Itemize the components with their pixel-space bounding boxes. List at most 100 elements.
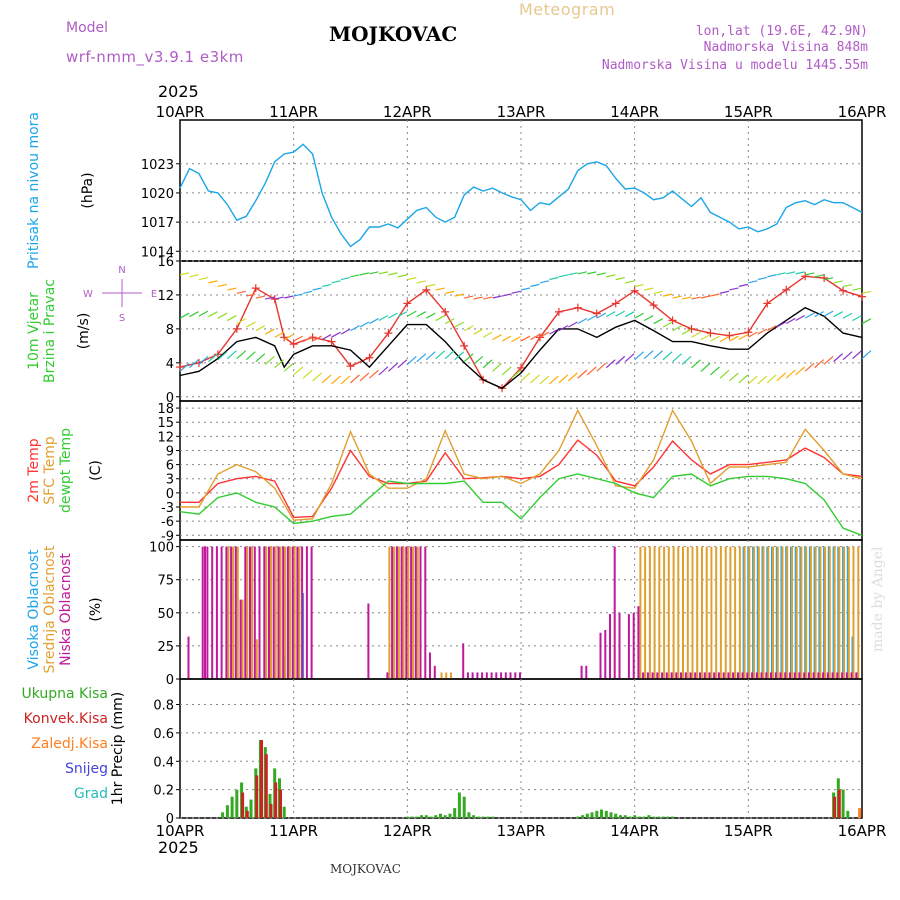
wind-barb [861, 350, 872, 360]
bar-cloud_low [841, 672, 844, 679]
wind-barb [587, 314, 597, 322]
wind-barb [293, 293, 303, 297]
bar-cloud_low [665, 672, 668, 679]
wind-barb [331, 280, 341, 284]
bar-cloud_mid [800, 546, 803, 679]
wind-barb [463, 325, 474, 332]
wind-barb [492, 295, 502, 299]
wind-barb [397, 311, 408, 318]
gust-point [251, 284, 260, 293]
y-tick-label: 0 [166, 487, 174, 502]
bar-cloud_low [462, 643, 465, 679]
wind-barb [274, 296, 284, 300]
bar-precip_total [609, 812, 613, 818]
bar-cloud_low [519, 672, 521, 679]
wind-barb [350, 325, 360, 332]
wind-barb [378, 271, 389, 275]
bar-cloud_mid [402, 546, 405, 679]
y-tick-label: 6 [166, 459, 174, 474]
wind-barb [397, 359, 408, 369]
wind-barb [625, 280, 635, 284]
wind-barb [833, 353, 843, 363]
gust-point [782, 285, 791, 294]
bar-precip_total [439, 813, 442, 818]
wind-barb [729, 287, 739, 291]
gust-point [763, 299, 772, 308]
y-tick-label: 0.6 [153, 727, 174, 742]
bar-cloud_low [627, 614, 630, 679]
wind-barb [861, 290, 872, 295]
gust-point [725, 331, 734, 340]
bar-cloud_mid [748, 546, 751, 679]
wind-barb [217, 312, 228, 319]
bar-cloud_low [206, 546, 209, 679]
x-tick-label-top: 13APR [497, 103, 546, 121]
wind-barb [757, 276, 767, 281]
wind-barb [255, 325, 266, 332]
wind-barb [672, 295, 682, 299]
bar-cloud_low [476, 672, 479, 679]
bar-cloud_low [699, 672, 701, 679]
wind-barb [227, 315, 237, 322]
bar-precip_total [443, 815, 447, 818]
wind-barb [293, 366, 304, 376]
bar-cloud_low [646, 672, 649, 679]
x-tick-label-bottom: 15APR [724, 822, 773, 840]
wind-barb [179, 362, 190, 372]
bar-cloud_mid [696, 546, 699, 679]
wind-barb [312, 287, 322, 291]
bar-cloud_mid [232, 546, 235, 679]
bar-precip_total [486, 816, 490, 818]
wind-barb [189, 311, 199, 318]
bar-cloud_low [500, 672, 503, 679]
bar-precip_total [585, 813, 589, 818]
wind-barb [624, 353, 635, 363]
wind-barb [312, 372, 323, 382]
bar-precip_total [841, 789, 845, 818]
x-tick-label-top: 12APR [383, 103, 432, 121]
gust-point [176, 363, 184, 372]
wind-barb [435, 350, 446, 360]
wind-barb [691, 331, 701, 338]
bar-cloud_low [789, 672, 791, 679]
bar-cloud_mid [648, 546, 651, 679]
bar-cloud_low [684, 672, 687, 679]
wind-barb [321, 283, 332, 288]
wind-barb [416, 311, 427, 318]
gust-point [858, 292, 866, 301]
wind-barb [719, 290, 730, 294]
wind-barb [445, 290, 455, 294]
wind-barb [359, 372, 370, 382]
bar-precip_conv [279, 789, 282, 818]
y-axis-label: Brzina i Pravac [42, 279, 58, 383]
bar-precip_total [472, 815, 476, 818]
bar-cloud_low [466, 672, 469, 679]
lonlat-label: lon,lat (19.6E, 42.9N) [695, 24, 868, 39]
wind-barb [615, 310, 626, 317]
wind-barb [785, 369, 796, 379]
bar-cloud_low [722, 672, 725, 679]
wind-barb [321, 374, 332, 384]
bar-cloud_low [694, 672, 697, 679]
bar-cloud_low [386, 672, 389, 679]
wind-barb [539, 375, 550, 385]
bar-cloud_low [230, 546, 233, 679]
wind-barb [842, 312, 853, 319]
bar-cloud_low [258, 546, 261, 679]
precip-legend-item: Snijeg [65, 761, 108, 777]
y-tick-label: 3 [166, 473, 174, 488]
bar-cloud_low [253, 546, 256, 679]
y-unit-label: (%) [88, 597, 104, 621]
wind-barb [454, 321, 464, 328]
wind-barb [814, 274, 824, 278]
bar-cloud_low [670, 672, 673, 679]
wind-barb [388, 312, 398, 319]
panel-frame [179, 678, 863, 819]
wind-barb [265, 296, 275, 300]
wind-barb [539, 331, 550, 338]
bar-precip_total [628, 816, 632, 818]
wind-barb [719, 369, 730, 379]
bar-cloud_mid [653, 546, 656, 679]
wind-barb [662, 321, 673, 328]
